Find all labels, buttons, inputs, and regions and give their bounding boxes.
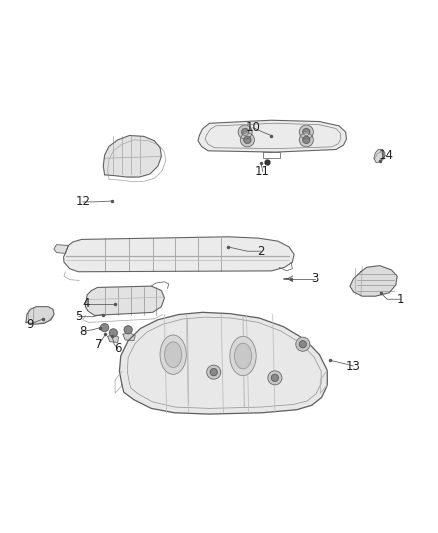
Circle shape xyxy=(299,125,313,139)
Circle shape xyxy=(240,133,254,147)
Polygon shape xyxy=(123,333,135,341)
Polygon shape xyxy=(54,245,68,253)
Circle shape xyxy=(101,324,109,332)
Ellipse shape xyxy=(234,343,251,369)
Polygon shape xyxy=(103,135,161,177)
Text: 13: 13 xyxy=(346,360,361,373)
Circle shape xyxy=(268,371,282,385)
Text: 8: 8 xyxy=(79,325,86,337)
Circle shape xyxy=(303,128,310,135)
Polygon shape xyxy=(26,306,54,324)
Circle shape xyxy=(244,136,251,143)
Circle shape xyxy=(272,374,279,381)
Circle shape xyxy=(210,369,217,376)
Text: 2: 2 xyxy=(257,245,264,258)
Polygon shape xyxy=(85,286,164,316)
Polygon shape xyxy=(350,265,397,296)
Circle shape xyxy=(296,337,310,351)
Text: 11: 11 xyxy=(255,165,270,178)
Circle shape xyxy=(238,125,252,139)
Polygon shape xyxy=(108,335,119,343)
Circle shape xyxy=(242,128,249,135)
Text: 6: 6 xyxy=(114,342,121,355)
Text: 9: 9 xyxy=(27,318,34,330)
Ellipse shape xyxy=(160,335,186,374)
Text: 1: 1 xyxy=(396,293,404,306)
Text: 7: 7 xyxy=(95,338,102,351)
Text: 12: 12 xyxy=(75,196,90,208)
Text: 3: 3 xyxy=(311,272,319,285)
Text: 4: 4 xyxy=(82,297,90,310)
Text: 10: 10 xyxy=(246,121,261,134)
Text: 5: 5 xyxy=(75,310,82,323)
Circle shape xyxy=(124,326,132,334)
Ellipse shape xyxy=(230,336,256,376)
Polygon shape xyxy=(374,149,385,163)
Circle shape xyxy=(110,329,117,337)
Polygon shape xyxy=(120,312,327,414)
Circle shape xyxy=(299,133,313,147)
Circle shape xyxy=(207,365,221,379)
Circle shape xyxy=(303,136,310,143)
Circle shape xyxy=(299,341,306,348)
Ellipse shape xyxy=(165,342,182,367)
Polygon shape xyxy=(198,120,346,152)
Text: 14: 14 xyxy=(378,149,393,161)
Polygon shape xyxy=(64,237,294,272)
